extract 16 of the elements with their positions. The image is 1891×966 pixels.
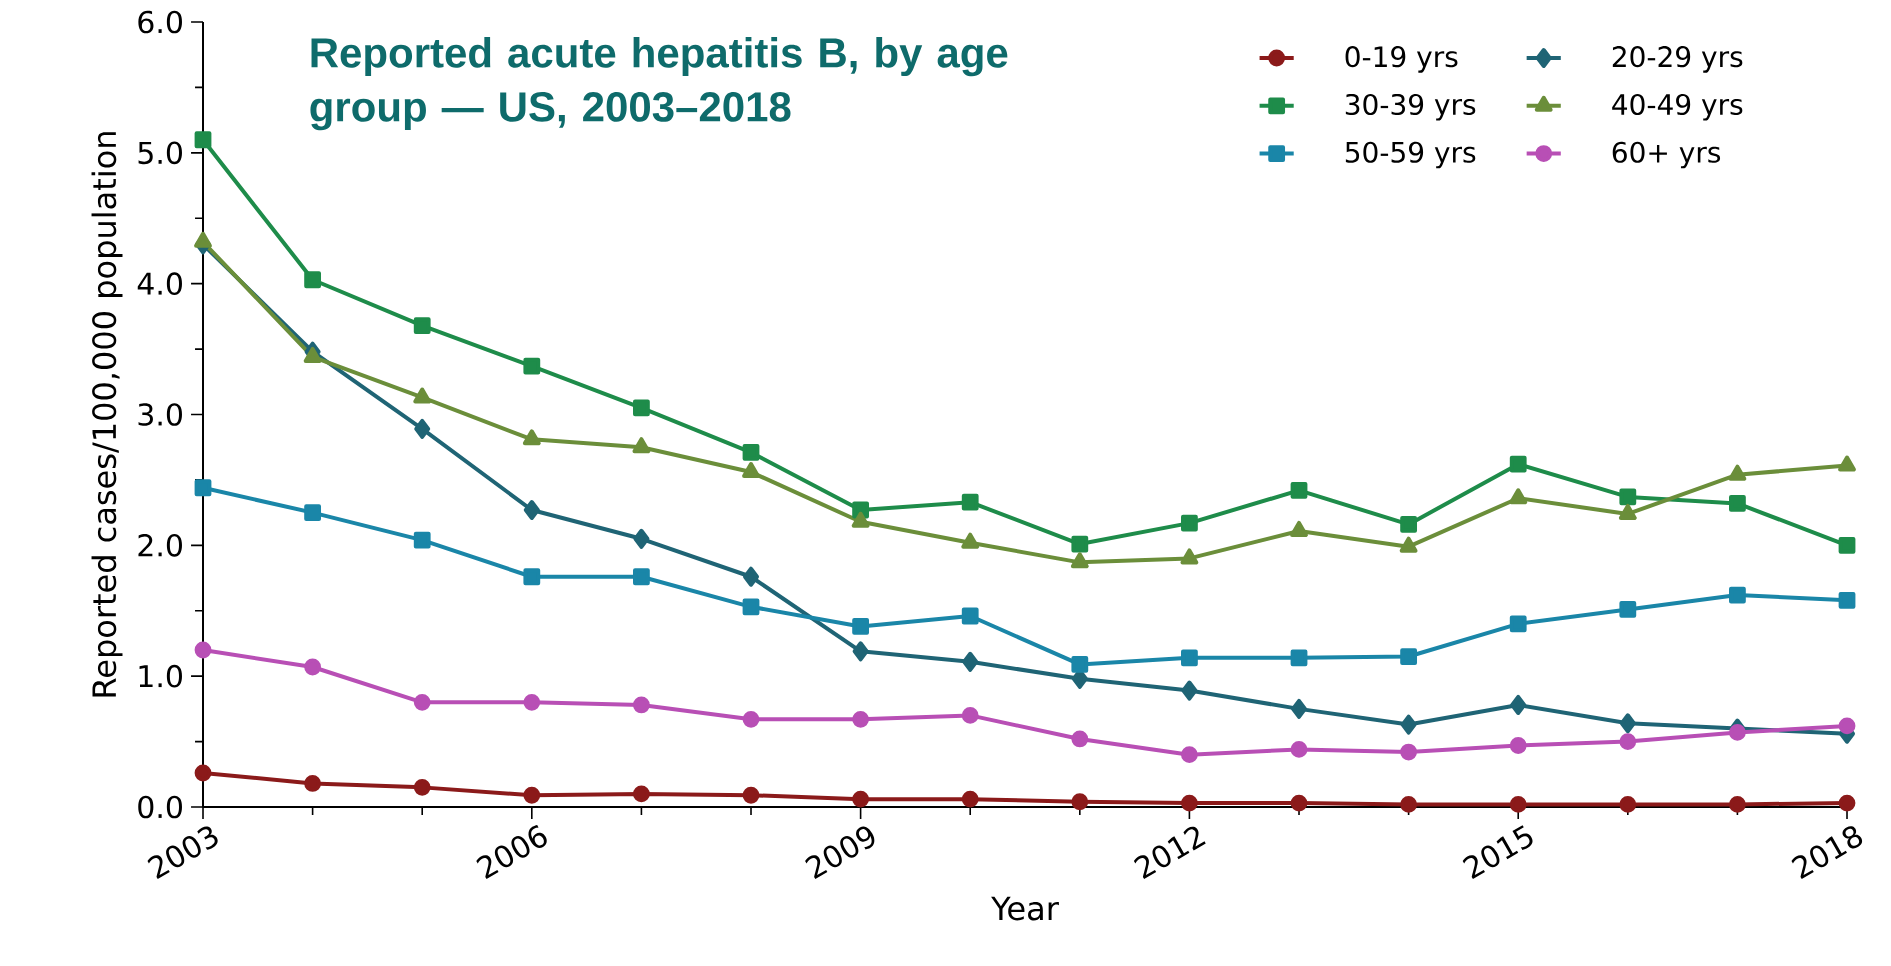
y-tick-label: 1.0 [139,664,182,688]
y-tick-label: 5.0 [138,141,182,165]
legend-label: 20-29 yrs [1612,46,1743,73]
y-tick-label: 6.0 [138,10,182,34]
legend-label: 60+ yrs [1612,141,1721,169]
legend-label: 40-49 yrs [1612,93,1743,121]
y-tick-label: 2.0 [138,533,182,557]
text: Reported acute hepatitis B, by age group — US, 2003–2018 [310,36,1008,131]
x-axis-title: Year [991,896,1059,921]
y-tick-label: 4.0 [137,272,182,296]
y-tick-label: 3.0 [138,403,182,426]
y-axis-title: Reported cases/100,000 population [91,132,123,697]
legend-label: 0-19 yrs [1345,46,1458,73]
y-tick-label: 0.0 [138,795,182,819]
legend-label: 30-39 yrs [1345,93,1476,121]
legend-label: 50-59 yrs [1345,141,1476,169]
